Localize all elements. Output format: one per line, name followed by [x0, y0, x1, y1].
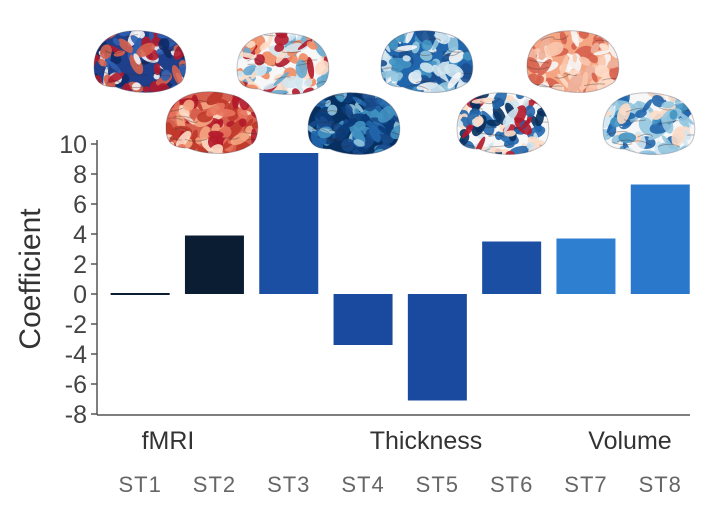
y-tick-label: -6 [65, 371, 87, 399]
category-label-st1: ST1 [118, 472, 161, 497]
y-tick-label: 10 [59, 131, 87, 159]
brain-maps [93, 30, 696, 155]
category-label-st5: ST5 [416, 472, 459, 497]
brain-outline [93, 30, 187, 93]
y-tick-label: -2 [65, 311, 87, 339]
category-label-st8: ST8 [639, 472, 682, 497]
brain-map-st5 [166, 91, 258, 154]
y-tick-label: 6 [73, 191, 87, 219]
group-label-fmri: fMRI [142, 427, 195, 455]
brain-outline [236, 32, 330, 95]
category-label-st3: ST3 [267, 472, 310, 497]
bar-st8 [630, 184, 690, 294]
brain-outline [165, 91, 259, 154]
brain-map-st1 [94, 30, 186, 93]
group-label-thickness: Thickness [370, 427, 483, 455]
y-tick-label: -8 [65, 401, 87, 429]
brain-map-st4 [527, 30, 619, 93]
y-axis-label: Coefficient [14, 208, 47, 350]
brain-outline [307, 92, 401, 155]
bar-st7 [556, 238, 616, 294]
category-label-st4: ST4 [341, 472, 384, 497]
y-tick-label: -4 [65, 341, 87, 369]
y-tick-label: 8 [73, 161, 87, 189]
axes [91, 140, 690, 416]
y-tick-label: 4 [73, 221, 87, 249]
bar-st5 [407, 294, 467, 401]
brain-map-st8 [603, 92, 695, 155]
brain-map-st6 [308, 92, 400, 155]
brain-outline [456, 92, 550, 155]
category-label-st6: ST6 [490, 472, 533, 497]
brain-outline [526, 30, 620, 93]
bar-st2 [184, 235, 244, 294]
brain-map-st3 [381, 30, 473, 93]
group-label-volume: Volume [588, 427, 671, 455]
bar-st4 [333, 294, 393, 345]
bar-st3 [259, 153, 319, 294]
bar-st6 [482, 241, 542, 294]
brain-map-st2 [237, 32, 329, 95]
brain-outline [380, 30, 474, 93]
category-label-st7: ST7 [564, 472, 607, 497]
bars [110, 153, 690, 401]
y-tick-label: 2 [73, 251, 87, 279]
brain-outline [602, 92, 696, 155]
category-label-st2: ST2 [193, 472, 236, 497]
bar-st1 [110, 293, 170, 295]
y-tick-label: 0 [73, 281, 87, 309]
